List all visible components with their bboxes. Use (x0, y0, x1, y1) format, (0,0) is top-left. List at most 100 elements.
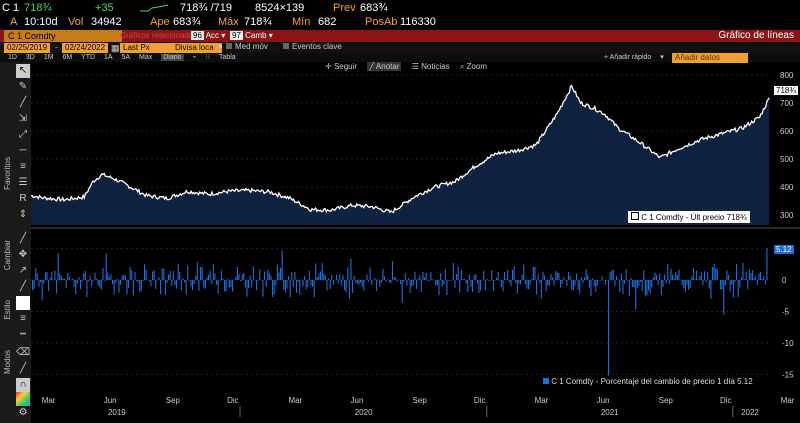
change-bar (294, 271, 296, 280)
range-3d[interactable]: 3D (25, 54, 35, 61)
thickness-icon[interactable]: ≡ (20, 313, 26, 324)
related-charts-link[interactable]: Gráficos relacionados (120, 31, 198, 40)
zoom-button[interactable]: ⌕ Zoom (459, 62, 487, 71)
change-bar (217, 280, 219, 294)
change-bar (312, 280, 314, 287)
change-menu[interactable]: 97 Camb ▾ (230, 31, 273, 40)
measure-icon[interactable]: ⇕ (18, 209, 28, 220)
change-bar (89, 275, 91, 281)
change-bar (625, 268, 627, 281)
month-tick-label: Sep (413, 396, 428, 405)
change-bar (537, 274, 539, 280)
palette-icon[interactable] (16, 392, 30, 406)
change-bar (694, 279, 696, 280)
change-bar (307, 280, 309, 287)
change-bar (320, 271, 322, 281)
add-data-input[interactable]: Añadir datos (672, 52, 748, 63)
quick-add-button[interactable]: + Añadir rápido ▾ (604, 54, 664, 61)
change-bar (401, 280, 403, 303)
annotate-button[interactable]: ╱ Anotar (367, 62, 402, 71)
line-style-icon[interactable]: ⌁ (192, 54, 197, 61)
range-ytd[interactable]: YTD (81, 54, 96, 61)
change-bar (260, 280, 262, 281)
pointer-icon[interactable]: ↖ (16, 64, 30, 78)
range-5a[interactable]: 5A (121, 54, 131, 61)
table-tab[interactable]: Tabla (218, 54, 236, 61)
draw-line-icon[interactable]: ╱ (19, 233, 27, 244)
frequency-select[interactable]: Diario (161, 54, 184, 61)
change-bar (264, 271, 266, 280)
change-bar (747, 280, 749, 290)
change-bar (422, 271, 424, 281)
med-mov-checkbox[interactable] (226, 43, 232, 49)
ray-icon[interactable]: ⇲ (18, 113, 28, 124)
color-swatch-icon[interactable] (16, 296, 30, 310)
change-bar (724, 280, 726, 286)
date-from-input[interactable]: 02/25/2019 (4, 42, 51, 53)
channel-icon[interactable]: ≡ (20, 161, 26, 172)
move-icon[interactable]: ✥ (18, 249, 28, 260)
range-1m[interactable]: 1M (43, 54, 54, 61)
range-max[interactable]: Máx (139, 54, 153, 61)
color-line-icon[interactable]: ╱ (19, 281, 27, 292)
change-bar (428, 280, 430, 282)
bar-style-icon[interactable]: ⁝⁝ (205, 54, 211, 61)
annotate-label: Anotar (375, 62, 400, 71)
month-tick-label: Mar (42, 396, 56, 405)
prev-label: Prev (333, 2, 356, 14)
year-tick-label: 2020 (355, 408, 373, 417)
text-icon[interactable]: R (19, 193, 27, 204)
actions-menu[interactable]: 96 Acc ▾ (191, 31, 226, 40)
change-bar (500, 280, 502, 287)
date-to-input[interactable]: 02/24/2022 (62, 42, 109, 53)
news-button[interactable]: ☰ Noticias (411, 62, 450, 71)
range-1a[interactable]: 1A (104, 54, 113, 61)
calendar-icon[interactable]: ▦ (111, 43, 120, 53)
fibonacci-icon[interactable]: ☰ (18, 177, 28, 188)
change-bar (420, 280, 422, 292)
follow-button[interactable]: ✛ Seguir (325, 62, 358, 71)
change-bar (40, 280, 42, 283)
change-bar (228, 280, 230, 288)
change-bar (552, 277, 554, 281)
currency-dropdown-icon[interactable]: ▾ (218, 42, 223, 51)
price-last-tag: 718¾ (774, 86, 799, 95)
horizontal-line-icon[interactable]: ─ (19, 145, 27, 156)
settings-gear-icon[interactable]: ⚙ (18, 407, 28, 418)
change-bar (475, 274, 477, 281)
change-bar (179, 271, 181, 280)
month-tick-label: Jun (104, 396, 117, 405)
change-bar (336, 274, 338, 281)
change-bar (539, 280, 541, 284)
change-bar (92, 280, 94, 281)
pencil-icon[interactable]: ✎ (18, 81, 28, 92)
range-bar: 1D 3D 1M 6M YTD 1A 5A Máx Diario ⌁ ⁝⁝ Ta… (0, 52, 800, 63)
change-bar (195, 276, 197, 280)
change-bar (67, 272, 69, 280)
magnet-icon[interactable]: ∩ (16, 378, 30, 392)
change-bar (337, 280, 339, 284)
currency-select[interactable]: Divisa loca (172, 42, 222, 53)
security-field[interactable]: C 1 Comdty (4, 30, 122, 42)
arrow-line-icon[interactable]: ⤢ (19, 129, 27, 140)
change-bar (73, 280, 75, 287)
change-bar (41, 280, 43, 301)
change-bar (56, 280, 58, 294)
quote-bar-top: C 1 718¾ +35 718¾ /719 8524×139 Prev 683… (0, 0, 800, 15)
trendline-icon[interactable]: ╱ (19, 97, 27, 108)
dash-style-icon[interactable]: ┅ (19, 329, 27, 340)
change-bar (75, 280, 77, 294)
change-bar (36, 273, 38, 280)
change-bar (540, 280, 542, 299)
expand-icon[interactable]: ↗ (18, 265, 28, 276)
range-6m[interactable]: 6M (62, 54, 73, 61)
change-bar (270, 275, 272, 281)
brush-icon[interactable]: ╱ (19, 363, 27, 374)
change-bar (598, 280, 600, 281)
eventos-checkbox[interactable] (283, 43, 289, 49)
change-bar (561, 280, 563, 284)
eraser-icon[interactable]: ⌫ (16, 347, 31, 358)
range-1d[interactable]: 1D (8, 54, 17, 61)
price-field-select[interactable]: Last Px (120, 42, 174, 53)
